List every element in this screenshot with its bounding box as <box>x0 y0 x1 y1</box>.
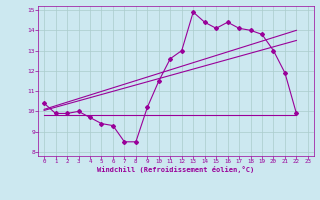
X-axis label: Windchill (Refroidissement éolien,°C): Windchill (Refroidissement éolien,°C) <box>97 166 255 173</box>
